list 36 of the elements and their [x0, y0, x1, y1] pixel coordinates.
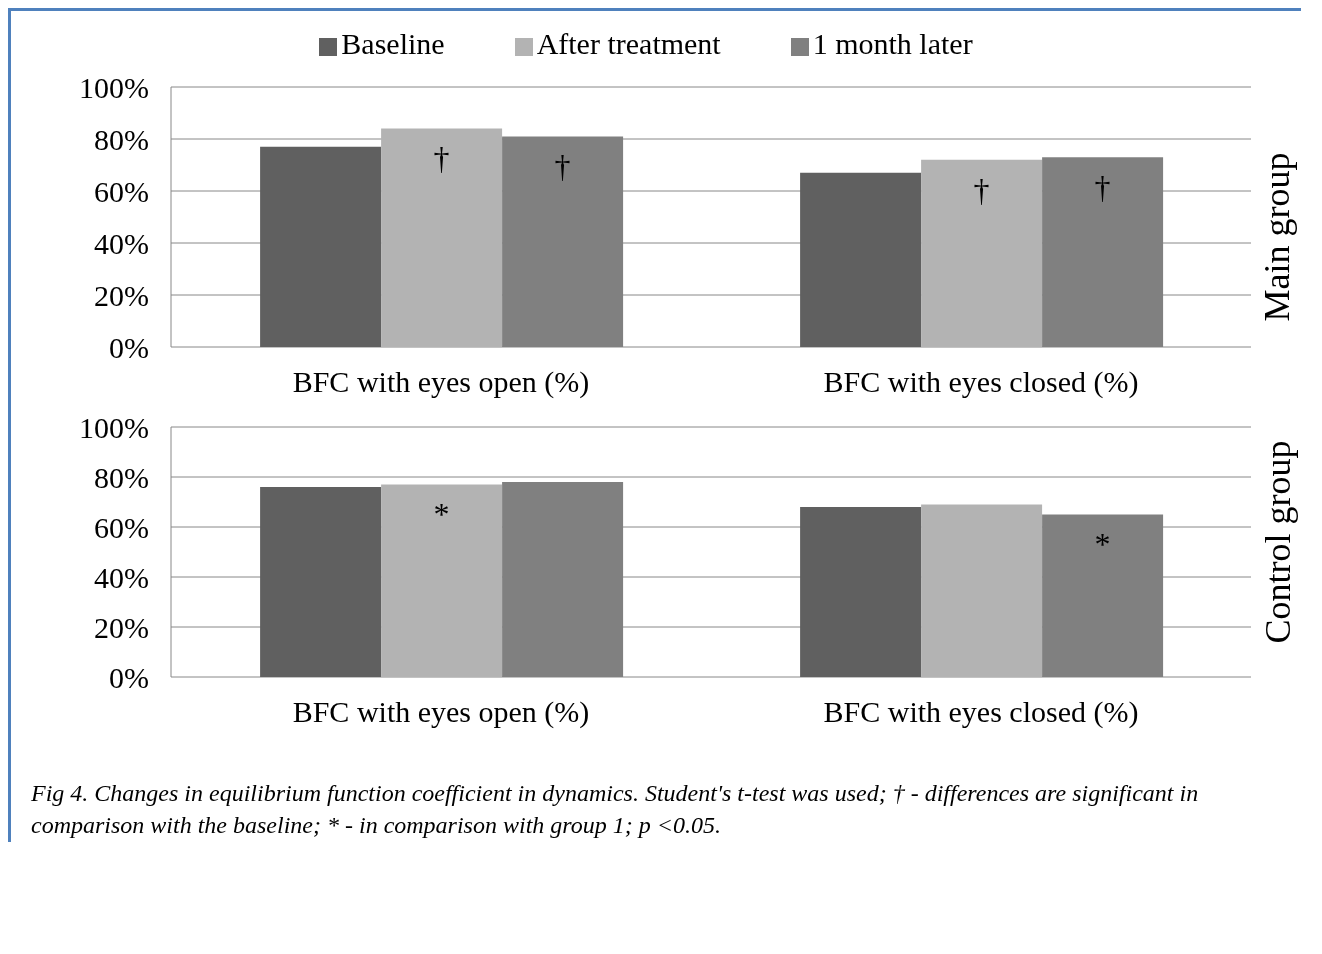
legend-label: 1 month later — [812, 27, 973, 60]
y-tick-label: 40% — [94, 226, 149, 260]
x-tick-label: BFC with eyes closed (%) — [823, 365, 1139, 400]
y-tick-label: 80% — [94, 460, 149, 494]
data-label: † — [433, 140, 450, 177]
y-tick-label: 0% — [109, 330, 149, 364]
caption: Fig 4. Changes in equilibrium function coefficient in dynamics. Student's t-test was used; † - differences are significant in comparison with the baseline; * - in comparison with group 1; p <0.05. — [31, 779, 1200, 841]
bar — [921, 159, 1043, 347]
data-label: † — [1094, 168, 1111, 205]
y-tick-label: 20% — [94, 610, 149, 644]
x-tick-label: BFC with eyes open (%) — [292, 365, 590, 400]
legend-label: Baseline — [341, 27, 445, 60]
y-tick-label: 60% — [94, 174, 149, 208]
y-axis-title: Main group — [1256, 152, 1298, 322]
bar — [381, 128, 503, 347]
bar — [800, 507, 922, 677]
data-label: † — [554, 148, 571, 185]
y-tick-label: 60% — [94, 510, 149, 544]
bar — [260, 487, 382, 677]
bar — [921, 504, 1043, 677]
legend-label: After treatment — [536, 27, 721, 60]
data-label: * — [1094, 526, 1111, 563]
y-tick-label: 80% — [94, 122, 149, 156]
x-tick-label: BFC with eyes closed (%) — [823, 695, 1139, 730]
bar — [381, 484, 503, 677]
y-tick-label: 20% — [94, 278, 149, 312]
bar — [260, 146, 382, 347]
y-axis-title: Control group — [1256, 440, 1298, 644]
x-tick-label: BFC with eyes open (%) — [292, 695, 590, 730]
y-tick-label: 100% — [79, 410, 149, 444]
y-tick-label: 40% — [94, 560, 149, 594]
bar — [800, 172, 922, 347]
y-tick-label: 100% — [79, 70, 149, 104]
data-label: * — [433, 496, 450, 533]
y-tick-label: 0% — [109, 660, 149, 694]
data-label: † — [973, 171, 990, 208]
